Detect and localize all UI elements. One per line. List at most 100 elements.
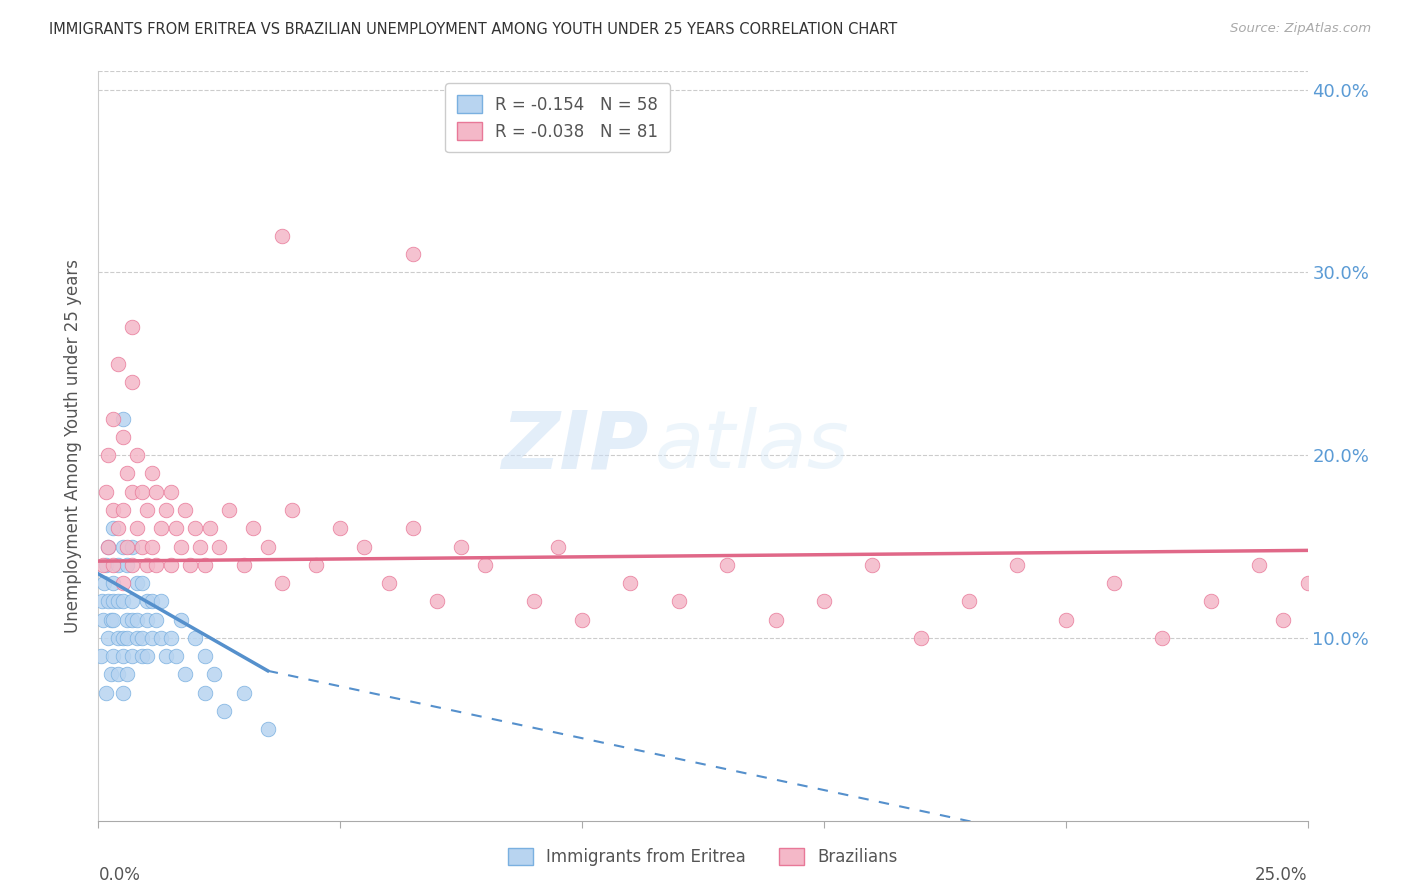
Point <box>547 540 569 554</box>
Point <box>117 467 139 481</box>
Point <box>93 576 115 591</box>
Point <box>91 594 114 608</box>
Point <box>117 540 139 554</box>
Point <box>127 613 149 627</box>
Point <box>135 594 157 608</box>
Point <box>1249 558 1271 572</box>
Point <box>194 686 217 700</box>
Point <box>135 613 157 627</box>
Point <box>145 613 167 627</box>
Point <box>305 558 328 572</box>
Point <box>184 631 207 645</box>
Point <box>111 430 134 444</box>
Point <box>1152 631 1174 645</box>
Point <box>145 484 167 499</box>
Point <box>271 228 294 243</box>
Point <box>141 540 163 554</box>
Point <box>910 631 932 645</box>
Point <box>150 631 173 645</box>
Point <box>184 521 207 535</box>
Point <box>813 594 835 608</box>
Point <box>91 558 114 572</box>
Point <box>232 686 254 700</box>
Point <box>121 613 143 627</box>
Point <box>121 649 143 664</box>
Point <box>97 540 120 554</box>
Point <box>101 613 124 627</box>
Point <box>111 594 134 608</box>
Point <box>131 631 153 645</box>
Point <box>165 521 187 535</box>
Point <box>107 594 129 608</box>
Point <box>141 594 163 608</box>
Point <box>1272 613 1295 627</box>
Text: ZIP: ZIP <box>501 407 648 485</box>
Point <box>121 375 143 389</box>
Text: 25.0%: 25.0% <box>1256 866 1308 884</box>
Point <box>174 667 197 681</box>
Point <box>160 484 183 499</box>
Point <box>281 503 304 517</box>
Point <box>111 540 134 554</box>
Point <box>957 594 980 608</box>
Point <box>169 540 191 554</box>
Text: atlas: atlas <box>655 407 849 485</box>
Point <box>97 594 120 608</box>
Point <box>121 558 143 572</box>
Point <box>111 503 134 517</box>
Point <box>107 631 129 645</box>
Point <box>91 613 114 627</box>
Point <box>101 649 124 664</box>
Point <box>174 503 197 517</box>
Point <box>194 558 217 572</box>
Point <box>1054 613 1077 627</box>
Point <box>402 521 425 535</box>
Point <box>1336 613 1358 627</box>
Legend: Immigrants from Eritrea, Brazilians: Immigrants from Eritrea, Brazilians <box>499 840 907 875</box>
Point <box>121 540 143 554</box>
Point <box>121 320 143 334</box>
Point <box>90 649 112 664</box>
Point <box>160 631 183 645</box>
Point <box>127 521 149 535</box>
Point <box>150 594 173 608</box>
Point <box>619 576 641 591</box>
Text: IMMIGRANTS FROM ERITREA VS BRAZILIAN UNEMPLOYMENT AMONG YOUTH UNDER 25 YEARS COR: IMMIGRANTS FROM ERITREA VS BRAZILIAN UNE… <box>49 22 897 37</box>
Point <box>107 667 129 681</box>
Point <box>1310 631 1333 645</box>
Point <box>135 503 157 517</box>
Point <box>1102 576 1125 591</box>
Point <box>194 649 217 664</box>
Point <box>450 540 472 554</box>
Point <box>256 723 278 737</box>
Point <box>107 521 129 535</box>
Point <box>101 521 124 535</box>
Point <box>160 558 183 572</box>
Point <box>1369 631 1392 645</box>
Point <box>179 558 201 572</box>
Point <box>111 411 134 425</box>
Point <box>218 503 240 517</box>
Point <box>127 576 149 591</box>
Point <box>97 631 120 645</box>
Point <box>716 558 738 572</box>
Point <box>377 576 399 591</box>
Point <box>169 613 191 627</box>
Point <box>97 448 120 462</box>
Point <box>117 613 139 627</box>
Point <box>121 594 143 608</box>
Point <box>474 558 496 572</box>
Point <box>117 631 139 645</box>
Point <box>131 649 153 664</box>
Point <box>111 631 134 645</box>
Point <box>256 540 278 554</box>
Point <box>101 503 124 517</box>
Point <box>188 540 211 554</box>
Point <box>131 484 153 499</box>
Point <box>101 558 124 572</box>
Point <box>271 576 294 591</box>
Point <box>426 594 449 608</box>
Point <box>101 576 124 591</box>
Point <box>1393 649 1406 664</box>
Point <box>523 594 546 608</box>
